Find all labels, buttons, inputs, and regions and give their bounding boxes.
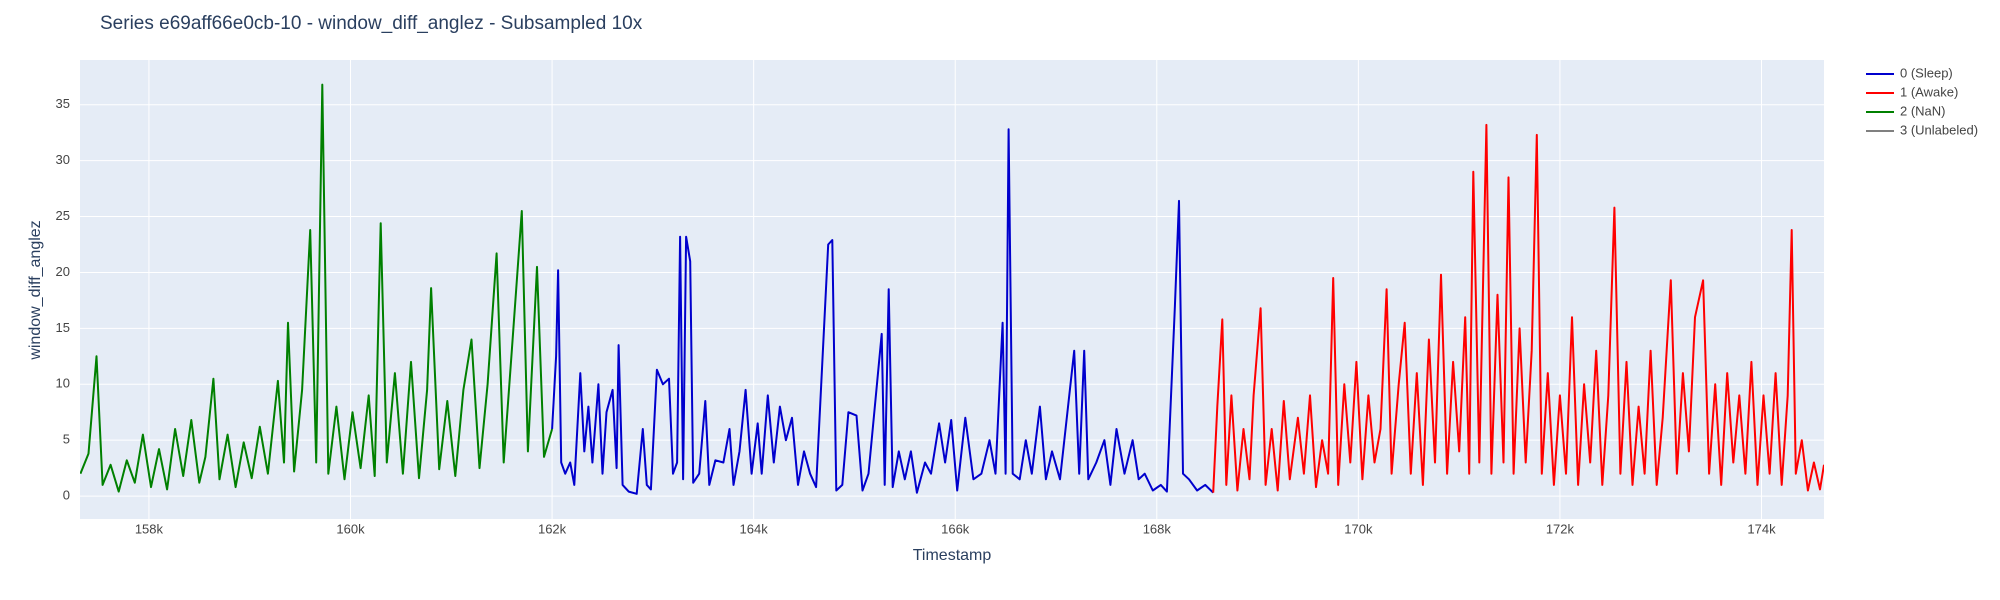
y-tick-label: 30 bbox=[56, 152, 70, 167]
y-tick-label: 10 bbox=[56, 376, 70, 391]
x-tick-label: 162k bbox=[538, 521, 567, 536]
x-tick-label: 164k bbox=[740, 521, 769, 536]
y-axis-title: window_diff_anglez bbox=[27, 220, 44, 360]
y-tick-label: 15 bbox=[56, 320, 70, 335]
axis-labels: 0 5 10 15 20 25 30 35 158k 160k 162k 164k 166k 168k 17… bbox=[56, 96, 1777, 536]
y-tick-label: 35 bbox=[56, 96, 70, 111]
series-line bbox=[551, 128, 1214, 495]
legend: 0 (Sleep) 1 (Awake) 2 (NaN) 3 (Unlabeled) bbox=[1866, 65, 1978, 137]
legend-label[interactable]: 1 (Awake) bbox=[1900, 84, 1958, 99]
plot-lines bbox=[80, 83, 1824, 495]
x-tick-label: 160k bbox=[336, 521, 365, 536]
y-tick-label: 20 bbox=[56, 264, 70, 279]
legend-label[interactable]: 2 (NaN) bbox=[1900, 103, 1946, 118]
y-tick-label: 25 bbox=[56, 208, 70, 223]
y-tick-label: 5 bbox=[63, 432, 70, 447]
x-tick-label: 166k bbox=[941, 521, 970, 536]
legend-label[interactable]: 0 (Sleep) bbox=[1900, 65, 1953, 80]
x-tick-label: 172k bbox=[1546, 521, 1575, 536]
x-tick-label: 158k bbox=[135, 521, 164, 536]
legend-label[interactable]: 3 (Unlabeled) bbox=[1900, 122, 1978, 137]
x-tick-label: 174k bbox=[1747, 521, 1776, 536]
x-axis-title: Timestamp bbox=[913, 547, 992, 564]
x-tick-label: 170k bbox=[1344, 521, 1373, 536]
series-line bbox=[1212, 123, 1824, 493]
chart-title: Series e69aff66e0cb-10 - window_diff_ang… bbox=[100, 13, 643, 34]
x-tick-label: 168k bbox=[1143, 521, 1172, 536]
series-line bbox=[80, 83, 554, 493]
y-tick-label: 0 bbox=[63, 488, 70, 503]
